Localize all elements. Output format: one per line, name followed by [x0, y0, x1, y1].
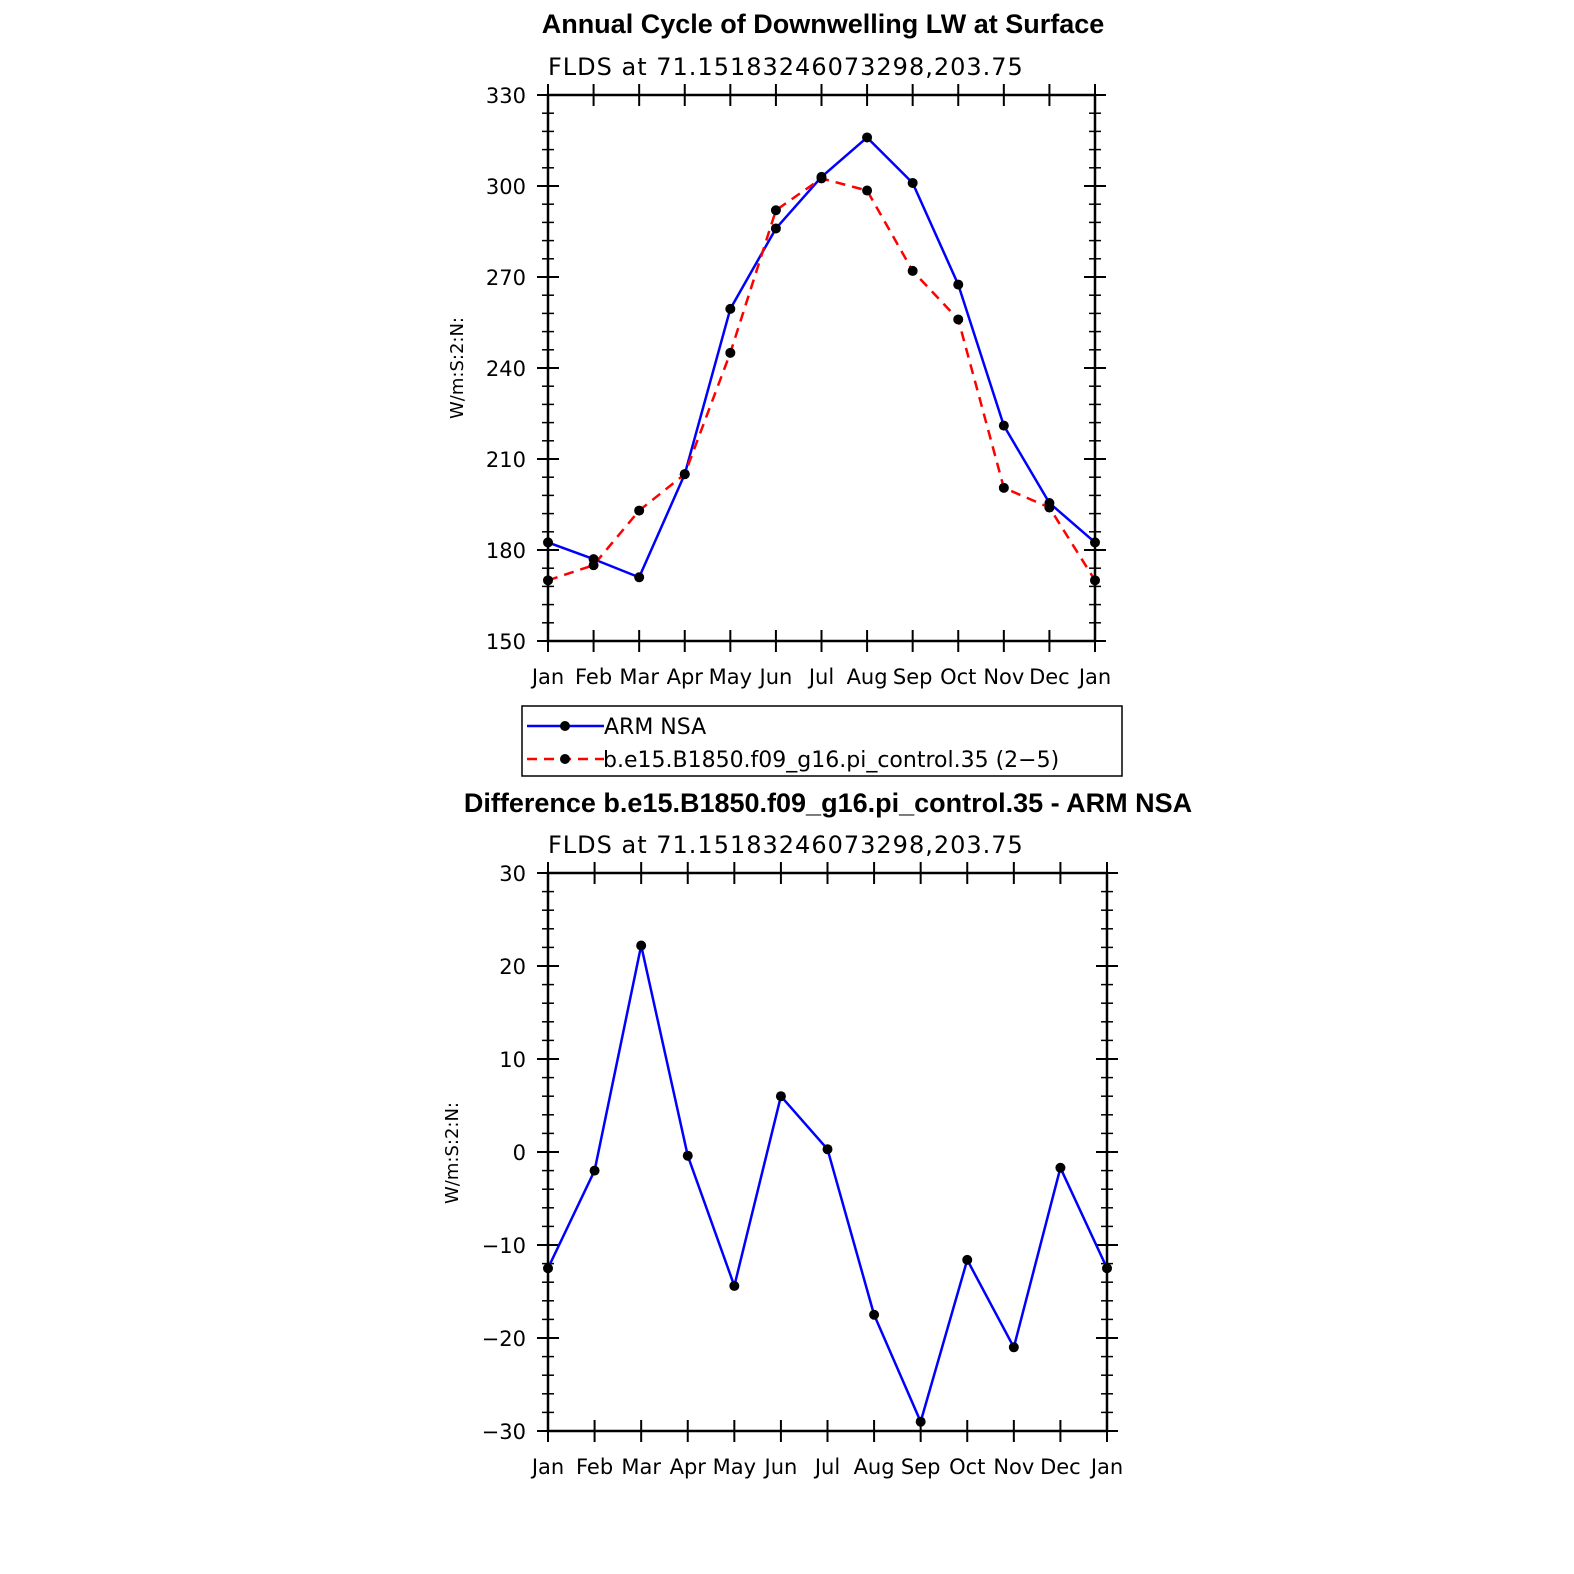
- bottom-chart-series-line-0: [546, 944, 1109, 1423]
- bottom-chart-title: Difference b.e15.B1850.f09_g16.pi_contro…: [464, 788, 1192, 818]
- top-chart-xtick-label: Dec: [1029, 665, 1070, 689]
- bottom-chart-series-0-point: [729, 1280, 740, 1291]
- bottom-chart-ytick-label: −30: [482, 1420, 526, 1444]
- bottom-chart-ytick-label: 30: [499, 862, 526, 886]
- bottom-chart-series-0-point: [589, 1165, 600, 1176]
- bottom-chart-series-0-point: [775, 1091, 786, 1102]
- bottom-chart-xtick-label: Jul: [813, 1455, 840, 1479]
- top-chart-series-0-point: [953, 279, 964, 290]
- top-chart-xtick-label: Nov: [983, 665, 1024, 689]
- bottom-chart-series-0-point: [636, 940, 647, 951]
- bottom-chart-xtick-label: Oct: [949, 1455, 985, 1479]
- top-chart-series-1-point: [770, 205, 781, 216]
- top-chart-ytick-label: 240: [486, 357, 526, 381]
- bottom-chart-xtick-label: Nov: [993, 1455, 1034, 1479]
- top-chart-ytick-label: 330: [486, 84, 526, 108]
- bottom-chart-xtick-label: Jan: [530, 1455, 564, 1479]
- top-chart-xtick-label: Apr: [667, 665, 704, 689]
- bottom-chart-series-0-point: [962, 1254, 973, 1265]
- top-chart-ylabel: W/m:S:2:N:: [447, 317, 468, 419]
- top-chart-xtick-label: Oct: [940, 665, 976, 689]
- bottom-chart-ytick-label: −10: [482, 1234, 526, 1258]
- bottom-chart-xtick-label: Sep: [901, 1455, 941, 1479]
- top-chart-title: Annual Cycle of Downwelling LW at Surfac…: [542, 9, 1105, 39]
- legend-label-model: b.e15.B1850.f09_g16.pi_control.35 (2−5): [603, 748, 1059, 773]
- bottom-chart-xtick-label: Mar: [621, 1455, 661, 1479]
- top-chart-series-1-point: [953, 314, 964, 325]
- bottom-chart-series-0-point: [1055, 1162, 1066, 1173]
- top-chart-series-line-0: [547, 136, 1096, 579]
- top-chart-xtick-label: Jun: [758, 665, 793, 689]
- bottom-plot-area: Jan Feb Mar Apr May Jun Jul Aug Sep Oct Nov Dec Jan−…: [482, 862, 1123, 1479]
- top-chart-xtick-label: Mar: [619, 665, 659, 689]
- legend-marker-arm-nsa: [560, 721, 570, 731]
- bottom-chart-ytick-label: 20: [499, 955, 526, 979]
- bottom-chart-series-0-point: [915, 1416, 926, 1427]
- top-chart-series-1-point: [634, 505, 645, 516]
- top-chart-series-0-point: [862, 132, 873, 143]
- top-chart-series-0-point: [634, 572, 645, 583]
- bottom-chart-series-0-point: [869, 1309, 880, 1320]
- top-chart-ytick-label: 180: [486, 539, 526, 563]
- top-chart-series-0-point: [725, 303, 736, 314]
- top-chart-xtick-label: Sep: [893, 665, 933, 689]
- top-chart-series-1-point: [998, 482, 1009, 493]
- bottom-chart-series-0-point: [543, 1263, 553, 1274]
- top-chart-series-0-point: [907, 177, 918, 188]
- top-chart-subtitle: FLDS at 71.15183246073298,203.75: [548, 53, 1024, 81]
- bottom-chart-series-0-point: [822, 1144, 833, 1155]
- bottom-chart-ylabel: W/m:S:2:N:: [442, 1102, 463, 1204]
- top-chart-series-1-point: [588, 560, 599, 571]
- bottom-chart-xtick-label: Jun: [763, 1455, 798, 1479]
- top-plot-area: Jan Feb Mar Apr May Jun Jul Aug Sep Oct Nov Dec Jan1…: [486, 84, 1111, 689]
- bottom-chart-ytick-label: −20: [482, 1327, 526, 1351]
- top-chart-ytick-label: 270: [486, 266, 526, 290]
- top-chart-ytick-label: 210: [486, 448, 526, 472]
- legend: ARM NSA b.e15.B1850.f09_g16.pi_control.3…: [521, 705, 1123, 777]
- top-chart-series-1-point: [816, 173, 827, 184]
- bottom-chart-series-0-point: [682, 1150, 693, 1161]
- bottom-chart-ytick-label: 10: [499, 1048, 526, 1072]
- top-chart-xtick-label: May: [709, 665, 752, 689]
- top-chart-series-0-point: [1090, 537, 1100, 548]
- top-chart-series-0-point: [770, 223, 781, 234]
- bottom-chart-xtick-label: Jan: [1089, 1455, 1123, 1479]
- bottom-chart-xtick-label: May: [713, 1455, 756, 1479]
- bottom-chart-series-0-point: [1102, 1263, 1112, 1274]
- top-chart-series-0-point: [998, 420, 1009, 431]
- legend-label-arm-nsa: ARM NSA: [604, 715, 706, 740]
- top-chart-xtick-label: Jan: [1077, 665, 1111, 689]
- top-chart-series-1-point: [543, 575, 553, 586]
- top-chart-xtick-label: Jul: [807, 665, 834, 689]
- top-chart-series-1-point: [679, 469, 690, 480]
- bottom-chart-subtitle: FLDS at 71.15183246073298,203.75: [548, 831, 1024, 859]
- bottom-chart-series-0-point: [1008, 1342, 1019, 1353]
- top-chart-series-line-1: [547, 177, 1097, 582]
- top-chart-xtick-label: Aug: [847, 665, 888, 689]
- top-chart-series-1-point: [907, 265, 918, 276]
- bottom-chart-ytick-label: 0: [513, 1141, 526, 1165]
- top-chart-series-1-point: [862, 185, 873, 196]
- top-chart-ytick-label: 300: [486, 175, 526, 199]
- bottom-chart-xtick-label: Dec: [1040, 1455, 1081, 1479]
- bottom-chart-xtick-label: Aug: [854, 1455, 895, 1479]
- top-chart-series-1-point: [1090, 575, 1100, 586]
- top-chart-xtick-label: Jan: [530, 665, 564, 689]
- top-chart-series-0-point: [543, 537, 553, 548]
- legend-marker-model: [560, 754, 570, 764]
- top-chart-xtick-label: Feb: [575, 665, 612, 689]
- top-chart-series-1-point: [725, 347, 736, 358]
- legend-box: [521, 705, 1123, 777]
- bottom-chart-xtick-label: Apr: [670, 1455, 707, 1479]
- top-chart-series-1-point: [1044, 502, 1055, 513]
- top-chart-ytick-label: 150: [486, 630, 526, 654]
- bottom-chart-xtick-label: Feb: [576, 1455, 613, 1479]
